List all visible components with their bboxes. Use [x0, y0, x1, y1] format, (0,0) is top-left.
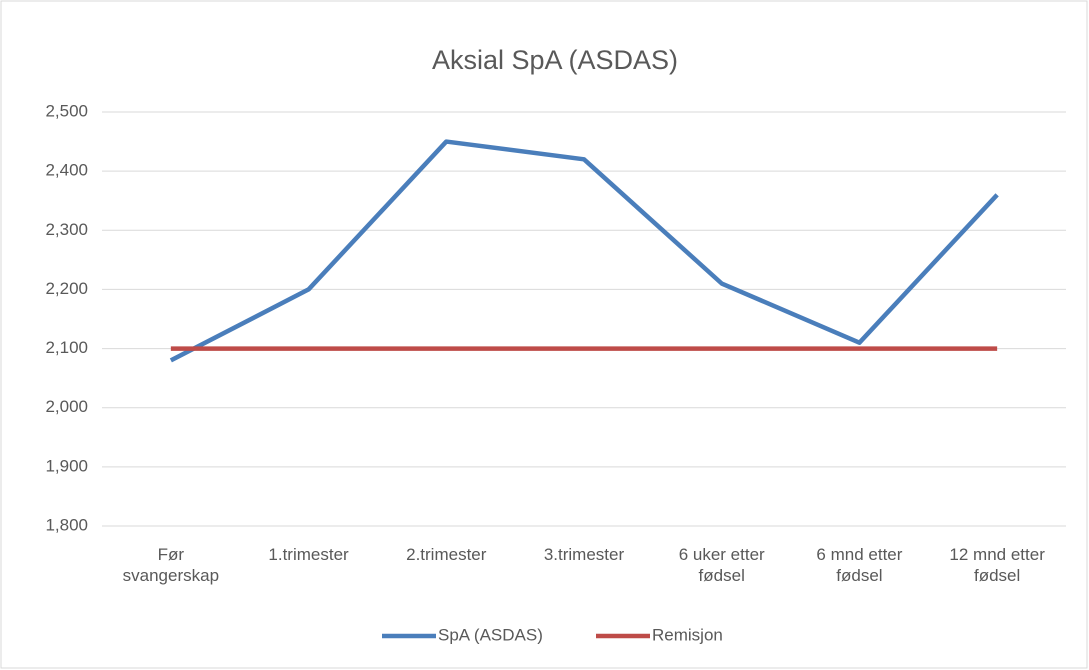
x-tick-label: 1.trimester [268, 545, 349, 564]
chart-title: Aksial SpA (ASDAS) [432, 45, 678, 75]
y-tick-label: 1,900 [45, 456, 88, 475]
y-tick-label: 1,800 [45, 515, 88, 534]
x-tick-label: 3.trimester [543, 545, 625, 564]
y-tick-label: 2,400 [45, 161, 88, 180]
line-series [169, 139, 999, 363]
y-tick-label: 2,000 [45, 397, 88, 416]
x-tick-label: 6 mnd etter fødsel [816, 545, 903, 585]
legend-label: Remisjon [652, 625, 723, 644]
y-tick-label: 2,100 [45, 338, 88, 357]
y-tick-label: 2,500 [45, 101, 88, 120]
x-tick-label: Før svangerskap [122, 545, 220, 585]
y-tick-label: 2,200 [45, 279, 88, 298]
legend-label: SpA (ASDAS) [438, 625, 543, 644]
x-tick-label: 2.trimester [406, 545, 487, 564]
x-tick-label: 6 uker etter fødsel [678, 545, 765, 585]
x-tick-label: 12 mnd etter fødsel [949, 545, 1045, 585]
y-tick-label: 2,300 [45, 220, 88, 239]
